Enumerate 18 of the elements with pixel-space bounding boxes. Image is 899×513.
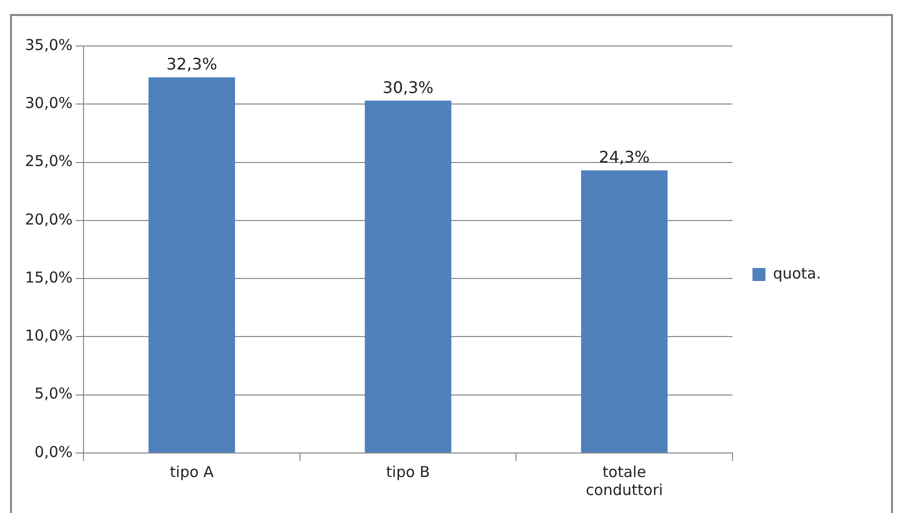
y-tick-label: 35,0% — [24, 36, 73, 54]
y-tick-label: 15,0% — [24, 268, 73, 286]
x-tick-label: tipo A — [170, 462, 214, 481]
y-tick-label: 30,0% — [24, 94, 73, 112]
bar — [581, 170, 668, 452]
y-tick-label: 5,0% — [34, 384, 73, 403]
bar — [364, 100, 452, 452]
x-tick-label: totale conduttori — [586, 462, 663, 499]
y-tick-label: 20,0% — [24, 210, 73, 228]
y-tick-label: 25,0% — [24, 152, 73, 170]
legend-label: quota. — [772, 264, 821, 282]
bar — [148, 77, 236, 452]
data-label: 24,3% — [598, 148, 650, 167]
y-tick-label: 0,0% — [34, 442, 73, 461]
data-label: 30,3% — [382, 78, 434, 97]
data-label: 32,3% — [166, 54, 218, 74]
x-tick-label: tipo B — [386, 462, 430, 481]
y-tick-label: 10,0% — [24, 326, 73, 345]
